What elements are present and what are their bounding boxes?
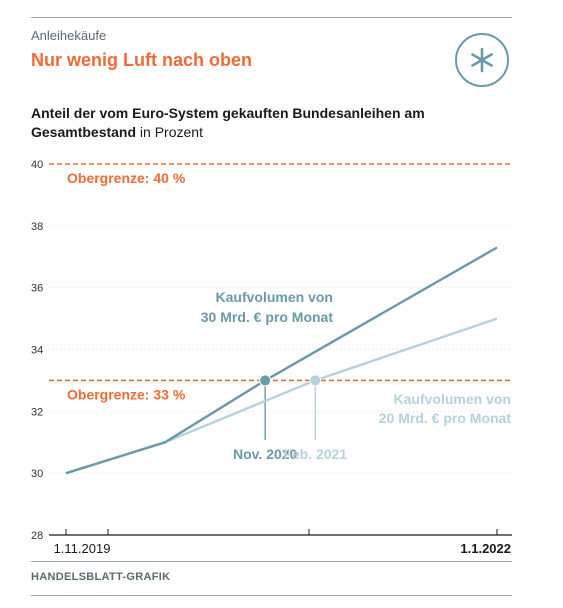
reference-line-label: Obergrenze: 33 %: [67, 386, 186, 402]
y-tick-label: 36: [31, 283, 43, 295]
x-axis: 1.11.2019 1.1.2022: [49, 529, 512, 556]
y-tick-label: 38: [31, 221, 43, 233]
x-tick-label: 1.1.2022: [460, 541, 511, 556]
top-rule: [31, 17, 512, 18]
bottom-rule: [31, 595, 512, 596]
markers: [259, 374, 322, 387]
y-tick-label: 28: [31, 530, 43, 542]
subtitle-unit: in Prozent: [136, 124, 203, 140]
series-line: [65, 246, 498, 475]
y-tick-label: 40: [31, 159, 43, 171]
series-label-30: 30 Mrd. € pro Monat: [201, 309, 334, 325]
footer-rule: [31, 561, 512, 562]
x-tick-label: 1.11.2019: [54, 541, 111, 556]
y-tick-label: 34: [31, 345, 43, 357]
series-lines: [65, 246, 498, 475]
series-label-20: 20 Mrd. € pro Monat: [379, 410, 512, 426]
kicker: Anleihekäufe: [31, 28, 107, 43]
chart-subtitle: Anteil der vom Euro-System gekauften Bun…: [31, 104, 501, 142]
marker-label: Feb. 2021: [283, 446, 347, 462]
asterisk-icon: [455, 33, 509, 87]
y-tick-label: 30: [31, 468, 43, 480]
series-label-20: Kaufvolumen von: [394, 391, 511, 407]
data-point: [309, 374, 322, 387]
series-label-30: Kaufvolumen von: [216, 289, 333, 305]
marker-label: Nov. 2020: [233, 446, 298, 462]
headline: Nur wenig Luft nach oben: [31, 50, 252, 70]
marker-guides: [264, 380, 316, 440]
source-credit: HANDELSBLATT-GRAFIK: [31, 571, 171, 583]
data-point: [259, 374, 272, 387]
y-axis-labels: 28 30 32 34 36 38 40: [31, 159, 43, 542]
reference-lines: Obergrenze: 40 % Obergrenze: 33 %: [49, 163, 512, 402]
subtitle-bold: Anteil der vom Euro-System gekauften Bun…: [31, 105, 425, 140]
y-tick-label: 32: [31, 406, 43, 418]
reference-line-label: Obergrenze: 40 %: [67, 170, 186, 186]
